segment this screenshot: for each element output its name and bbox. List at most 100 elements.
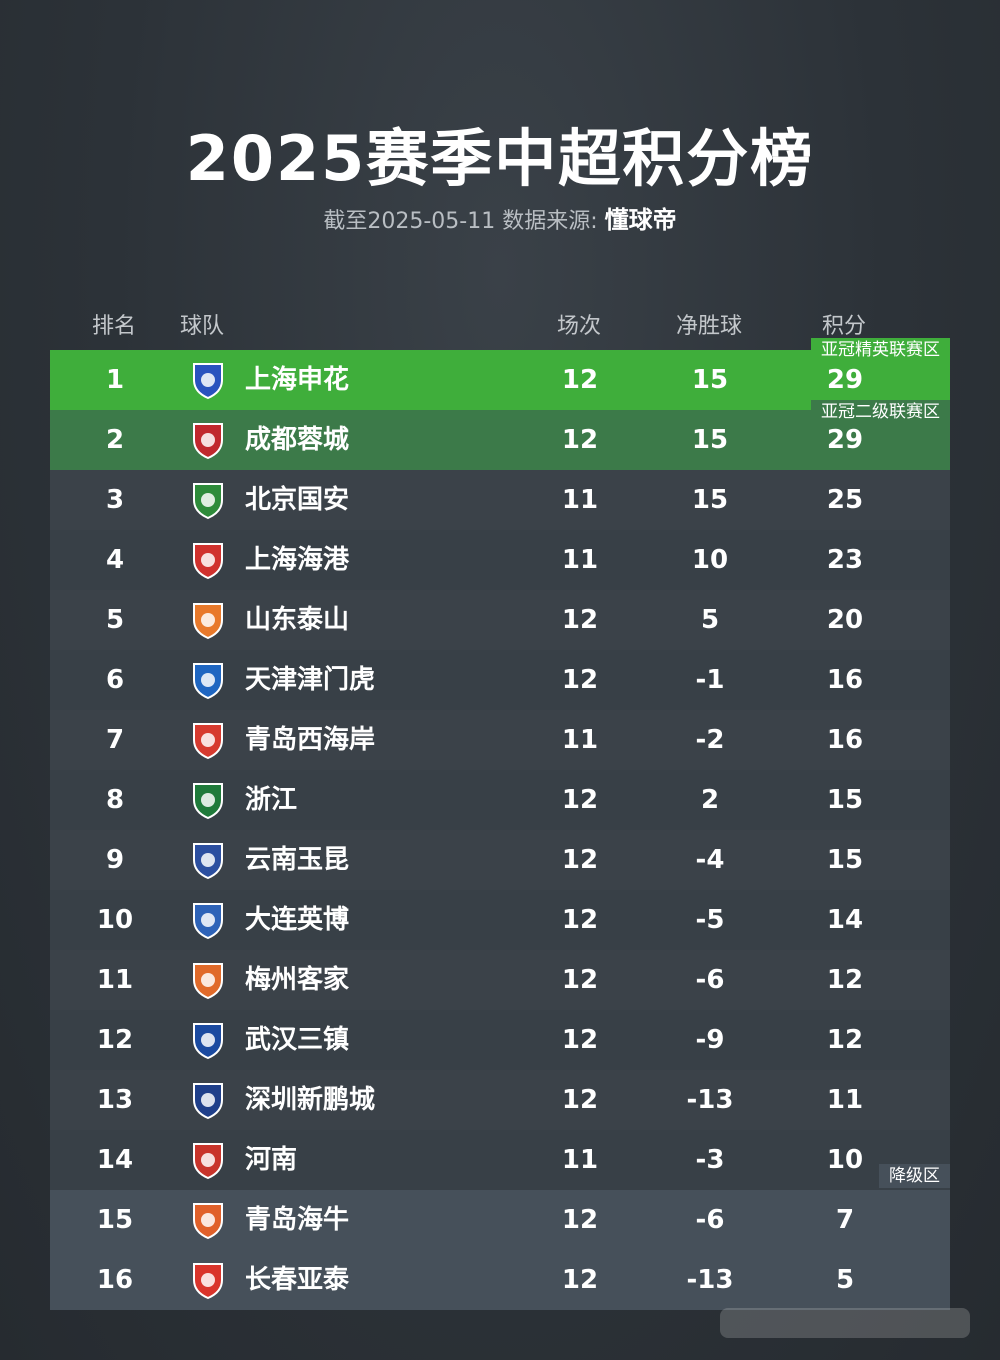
- rank-cell: 14: [96, 1145, 134, 1175]
- page-title: 2025赛季中超积分榜: [185, 122, 815, 195]
- table-body: 亚冠精英联赛区 1 上海申花 12 15 29 亚冠二级联赛区 2 成都蓉城 12 15 29 3 北京国…: [50, 338, 950, 1310]
- goal-diff-cell: 10: [691, 545, 729, 575]
- played-cell: 12: [561, 845, 599, 875]
- qingdao-west-coast-logo-icon: [193, 723, 223, 760]
- played-cell: 12: [561, 665, 599, 695]
- played-cell: 12: [561, 785, 599, 815]
- team-name: 浙江: [245, 785, 298, 815]
- points-cell: 16: [826, 665, 864, 695]
- team-name: 青岛海牛: [245, 1205, 350, 1235]
- points-cell: 15: [826, 845, 864, 875]
- played-cell: 12: [561, 965, 599, 995]
- team-name: 上海申花: [245, 365, 350, 395]
- goal-diff-cell: -6: [695, 965, 725, 995]
- team-name: 深圳新鹏城: [245, 1085, 376, 1115]
- points-cell: 15: [826, 785, 864, 815]
- table-row: 降级区 15 青岛海牛 12 -6 7: [50, 1164, 950, 1250]
- points-cell: 29: [826, 365, 864, 395]
- played-cell: 12: [561, 425, 599, 455]
- standings-table: 排名 球队 场次 净胜球 积分 亚冠精英联赛区 1 上海申花 12 15 29 亚冠二级联赛…: [50, 290, 950, 1310]
- played-cell: 12: [561, 1205, 599, 1235]
- points-cell: 10: [826, 1145, 864, 1175]
- table-row: 4 上海海港 11 10 23: [50, 530, 950, 590]
- played-cell: 11: [561, 485, 599, 515]
- table-row: 亚冠二级联赛区 2 成都蓉城 12 15 29: [50, 400, 950, 470]
- table-row: 6 天津津门虎 12 -1 16: [50, 650, 950, 710]
- rank-cell: 12: [96, 1025, 134, 1055]
- goal-diff-cell: 15: [691, 485, 729, 515]
- goal-diff-cell: -3: [695, 1145, 725, 1175]
- chengdu-rongcheng-logo-icon: [193, 423, 223, 460]
- team-name: 成都蓉城: [245, 425, 350, 455]
- table-row: 12 武汉三镇 12 -9 12: [50, 1010, 950, 1070]
- played-cell: 12: [561, 905, 599, 935]
- date-source-text: 截至2025-05-11 数据来源:: [323, 209, 598, 234]
- rank-cell: 10: [96, 905, 134, 935]
- played-cell: 11: [561, 545, 599, 575]
- page-subtitle: 截至2025-05-11 数据来源: 懂球帝: [0, 200, 1000, 235]
- points-cell: 7: [835, 1205, 855, 1235]
- shanghai-port-logo-icon: [193, 543, 223, 580]
- table-row: 亚冠精英联赛区 1 上海申花 12 15 29: [50, 338, 950, 410]
- table-row: 16 长春亚泰 12 -13 5: [50, 1250, 950, 1310]
- team-name: 天津津门虎: [245, 665, 376, 695]
- goal-diff-cell: -13: [686, 1085, 734, 1115]
- zone-label-relegation: 降级区: [879, 1164, 950, 1188]
- meizhou-hakka-logo-icon: [193, 963, 223, 1000]
- goal-diff-cell: -4: [695, 845, 725, 875]
- played-cell: 11: [561, 1145, 599, 1175]
- goal-diff-cell: 5: [700, 605, 720, 635]
- points-cell: 16: [826, 725, 864, 755]
- watermark: [720, 1308, 970, 1338]
- wuhan-three-towns-logo-icon: [193, 1023, 223, 1060]
- team-name: 青岛西海岸: [245, 725, 376, 755]
- rank-cell: 7: [105, 725, 125, 755]
- points-cell: 11: [826, 1085, 864, 1115]
- zone-label-acl-two: 亚冠二级联赛区: [811, 400, 950, 424]
- points-cell: 23: [826, 545, 864, 575]
- header-rank: 排名: [92, 314, 137, 339]
- rank-cell: 4: [105, 545, 125, 575]
- rank-cell: 9: [105, 845, 125, 875]
- dalian-yingbo-logo-icon: [193, 903, 223, 940]
- played-cell: 12: [561, 365, 599, 395]
- played-cell: 12: [561, 1025, 599, 1055]
- team-name: 武汉三镇: [245, 1025, 350, 1055]
- points-cell: 20: [826, 605, 864, 635]
- played-cell: 12: [561, 1265, 599, 1295]
- team-name: 上海海港: [245, 545, 350, 575]
- rank-cell: 13: [96, 1085, 134, 1115]
- table-row: 5 山东泰山 12 5 20: [50, 590, 950, 650]
- yunnan-yukun-logo-icon: [193, 843, 223, 880]
- team-name: 云南玉昆: [245, 845, 350, 875]
- table-row: 11 梅州客家 12 -6 12: [50, 950, 950, 1010]
- goal-diff-cell: -13: [686, 1265, 734, 1295]
- header-played: 场次: [557, 314, 602, 339]
- team-name: 大连英博: [245, 905, 350, 935]
- table-row: 8 浙江 12 2 15: [50, 770, 950, 830]
- table-row: 13 深圳新鹏城 12 -13 11: [50, 1070, 950, 1130]
- rank-cell: 3: [105, 485, 125, 515]
- rank-cell: 5: [105, 605, 125, 635]
- table-row: 14 河南 11 -3 10: [50, 1130, 950, 1190]
- goal-diff-cell: 15: [691, 425, 729, 455]
- shandong-taishan-logo-icon: [193, 603, 223, 640]
- team-name: 梅州客家: [245, 965, 350, 995]
- goal-diff-cell: -2: [695, 725, 725, 755]
- points-cell: 5: [835, 1265, 855, 1295]
- played-cell: 11: [561, 725, 599, 755]
- goal-diff-cell: 2: [700, 785, 720, 815]
- team-name: 长春亚泰: [245, 1265, 350, 1295]
- team-name: 北京国安: [245, 485, 350, 515]
- rank-cell: 11: [96, 965, 134, 995]
- points-cell: 29: [826, 425, 864, 455]
- table-row: 3 北京国安 11 15 25: [50, 470, 950, 530]
- goal-diff-cell: -6: [695, 1205, 725, 1235]
- played-cell: 12: [561, 605, 599, 635]
- rank-cell: 6: [105, 665, 125, 695]
- changchun-yatai-logo-icon: [193, 1263, 223, 1300]
- zone-label-acl-elite: 亚冠精英联赛区: [811, 338, 950, 362]
- points-cell: 25: [826, 485, 864, 515]
- shanghai-shenhua-logo-icon: [193, 363, 223, 400]
- team-name: 河南: [245, 1145, 298, 1175]
